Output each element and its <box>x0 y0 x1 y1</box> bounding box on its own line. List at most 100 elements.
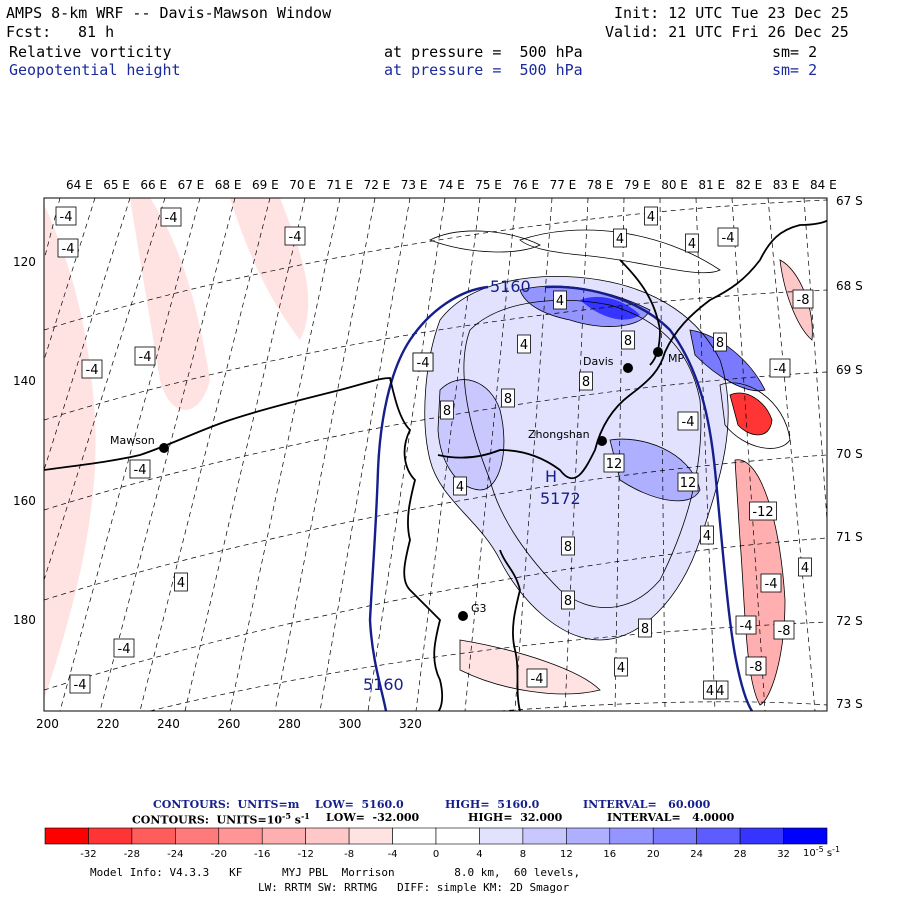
vorticity-label: -4 <box>74 678 87 693</box>
lat-label: 69 S <box>836 363 863 377</box>
vorticity-label: -4 <box>740 619 753 634</box>
vorticity-labels: -4-4-4-4-4-4-4-4-4-4-4-4-4-4-4-4-4-4-8-8… <box>0 0 814 700</box>
colorbar-tick: 8 <box>520 849 526 860</box>
lat-label: 67 S <box>836 194 863 208</box>
colorbar-swatch <box>88 827 133 845</box>
lon-label: 74 E <box>438 178 465 192</box>
x-axis-labels: 200 220 240 260 280 300 320 <box>36 717 422 731</box>
vorticity-label-box <box>517 334 531 354</box>
vorticity-label-box <box>160 207 182 227</box>
colorbar-swatch <box>739 827 784 845</box>
colorbar-tick: -8 <box>344 849 354 860</box>
y-axis-labels: 120 140 160 180 <box>13 255 36 627</box>
station-markers <box>159 347 663 621</box>
x-label: 280 <box>278 717 301 731</box>
vorticity-label: -4 <box>417 356 430 371</box>
vorticity-label-box <box>579 371 593 391</box>
lat-label: 70 S <box>836 447 863 461</box>
vorticity-label: 4 <box>801 561 809 576</box>
coastline <box>44 219 827 711</box>
station-dot-g3 <box>458 611 468 621</box>
lon-label: 64 E <box>66 178 93 192</box>
height-contour-units: CONTOURS: UNITS=m <box>153 798 300 811</box>
neg-vorticity-band-1 <box>130 198 210 410</box>
station-label-g3: G3 <box>471 602 487 615</box>
x-label: 320 <box>399 717 422 731</box>
colorbar-swatch <box>479 827 524 845</box>
colorbar-tick: -28 <box>124 849 140 860</box>
high-marker: H <box>545 467 557 486</box>
colorbar-tick: -4 <box>388 849 398 860</box>
colorbar-tick: 24 <box>690 849 703 860</box>
pos-vorticity-core-4 <box>610 439 700 501</box>
lon-label: 68 E <box>215 178 242 192</box>
lat-label: 68 S <box>836 279 863 293</box>
colorbar-tick-labels: -32 -28 -24 -20 -16 -12 -8 -4 0 4 8 12 16 20 24 28 32 <box>80 849 790 860</box>
vorticity-label-box <box>613 228 627 248</box>
vorticity-label-box <box>0 0 10 9</box>
vorticity-label: -8 <box>778 624 791 639</box>
vorticity-label-box <box>57 238 79 258</box>
model-info-line1: Model Info: V4.3.3 KF MYJ PBL Morrison 8… <box>90 866 581 879</box>
vorticity-label-box <box>440 400 454 420</box>
colorbar-tick: 12 <box>560 849 573 860</box>
y-label: 160 <box>13 494 36 508</box>
vorticity-label: 12 <box>680 476 697 491</box>
vorticity-label-box <box>760 573 782 593</box>
vorticity-label-box <box>553 290 567 310</box>
y-label: 120 <box>13 255 36 269</box>
pos-vorticity-core-1 <box>438 379 504 490</box>
vorticity-label-box <box>69 674 91 694</box>
vorticity-label-box <box>792 289 814 309</box>
height-label: 5160 <box>363 675 404 694</box>
height-contour-interval: INTERVAL= 60.000 <box>583 798 711 811</box>
lon-label: 84 E <box>810 178 837 192</box>
vorticity-label-box <box>501 388 515 408</box>
neg-vorticity-band-south <box>460 640 600 694</box>
high-value: 5172 <box>540 489 581 508</box>
vorticity-label-box <box>677 472 699 492</box>
init-time: Init: 12 UTC Tue 23 Dec 25 <box>614 4 849 22</box>
lat-label: 72 S <box>836 614 863 628</box>
vorticity-label: 4 <box>616 232 624 247</box>
vorticity-label: -4 <box>531 672 544 687</box>
field1-level: at pressure = 500 hPa <box>384 43 583 61</box>
lat-axis-labels: 67 S 68 S 69 S 70 S 71 S 72 S 73 S <box>836 194 863 711</box>
vorticity-label: 8 <box>564 594 572 609</box>
vorticity-label-box <box>677 411 699 431</box>
vorticity-label-box <box>621 330 635 350</box>
colorbar-swatch <box>348 827 393 845</box>
station-label-davis: Davis <box>583 355 614 368</box>
field2-level: at pressure = 500 hPa <box>384 61 583 79</box>
vorticity-label-box <box>745 656 767 676</box>
vorticity-label: 4 <box>703 529 711 544</box>
vorticity-label-box <box>717 227 739 247</box>
vorticity-label-box <box>453 476 467 496</box>
vorticity-label: 12 <box>0 0 8 9</box>
colorbar-tick: -20 <box>211 849 227 860</box>
colorbar-tick: -12 <box>297 849 313 860</box>
vorticity-label: 8 <box>582 375 590 390</box>
field2-smoothing: sm= 2 <box>772 61 818 79</box>
y-label: 140 <box>13 374 36 388</box>
vorticity-contour-low: LOW= -32.000 <box>326 811 420 824</box>
lon-label: 76 E <box>512 178 539 192</box>
colorbar-swatch <box>783 827 828 845</box>
vorticity-label: -4 <box>774 362 787 377</box>
x-label: 260 <box>218 717 241 731</box>
colorbar-swatch <box>218 827 263 845</box>
colorbar-swatch <box>566 827 611 845</box>
field1-smoothing: sm= 2 <box>772 43 818 61</box>
colorbar-tick: -32 <box>80 849 96 860</box>
vorticity-label: 4 <box>556 294 564 309</box>
vorticity-label-box <box>412 352 434 372</box>
pos-vorticity-region <box>424 276 729 640</box>
vorticity-label-box <box>284 226 306 246</box>
vorticity-label-box <box>685 233 699 253</box>
vorticity-label-box <box>700 525 714 545</box>
vorticity-label: -4 <box>134 463 147 478</box>
height-contours <box>368 285 754 711</box>
colorbar-swatch <box>392 827 437 845</box>
vorticity-label-box <box>603 453 625 473</box>
colorbar-swatch <box>305 827 350 845</box>
